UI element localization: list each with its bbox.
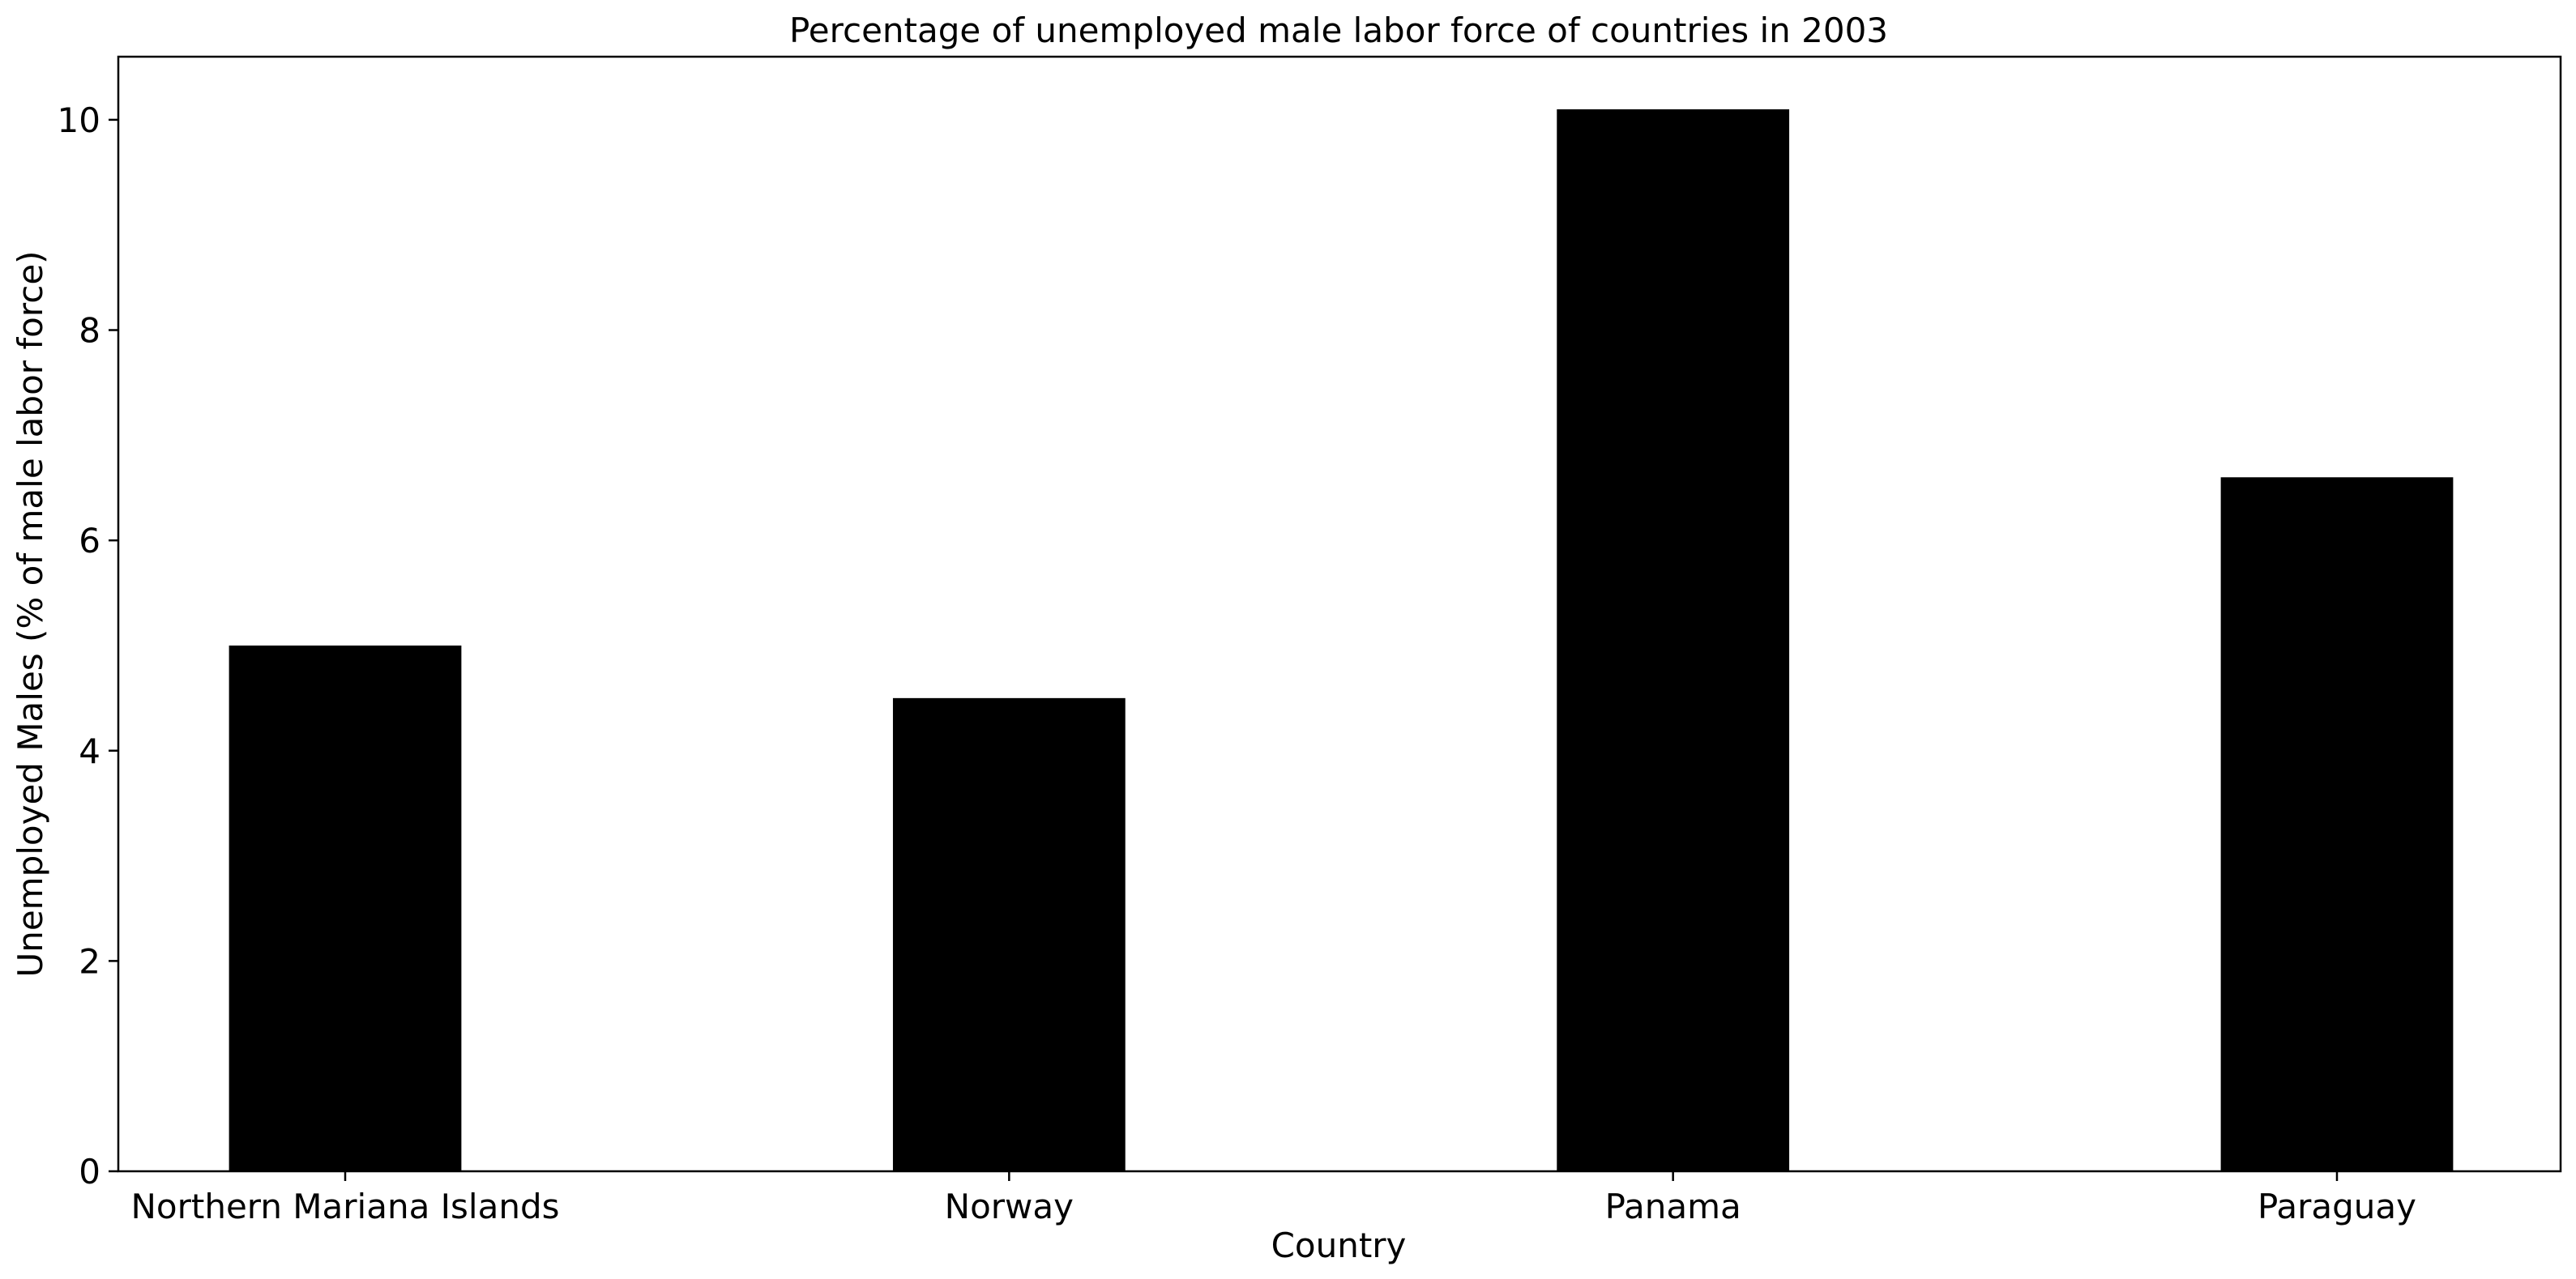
y-axis-label: Unemployed Males (% of male labor force) [11, 250, 50, 977]
y-tick-label: 2 [79, 941, 100, 981]
x-axis-ticks: Northern Mariana Islands Norway Panama Para… [131, 1171, 2416, 1226]
chart-title: Percentage of unemployed male labor forc… [789, 11, 1888, 50]
bar [1557, 109, 1790, 1172]
y-tick-label: 8 [79, 311, 100, 351]
bars-group [229, 109, 2454, 1172]
y-tick-label: 0 [79, 1152, 100, 1192]
y-tick-label: 4 [79, 731, 100, 771]
y-tick-label: 6 [79, 521, 100, 561]
plot-area: 0 2 4 6 8 10 Northern Mariana Islands Norway Pa… [58, 55, 2562, 1226]
bar [892, 697, 1126, 1171]
x-tick-label: Northern Mariana Islands [131, 1187, 560, 1226]
bar [229, 645, 462, 1171]
x-axis-label: Country [1271, 1226, 1407, 1265]
bar [2220, 477, 2454, 1171]
plot-frame [117, 55, 2562, 1173]
x-tick-label: Panama [1605, 1187, 1741, 1226]
x-tick-label: Paraguay [2258, 1187, 2416, 1226]
y-axis-ticks: 0 2 4 6 8 10 [58, 100, 118, 1192]
y-tick-label: 10 [58, 100, 100, 140]
x-tick-label: Norway [945, 1187, 1074, 1226]
